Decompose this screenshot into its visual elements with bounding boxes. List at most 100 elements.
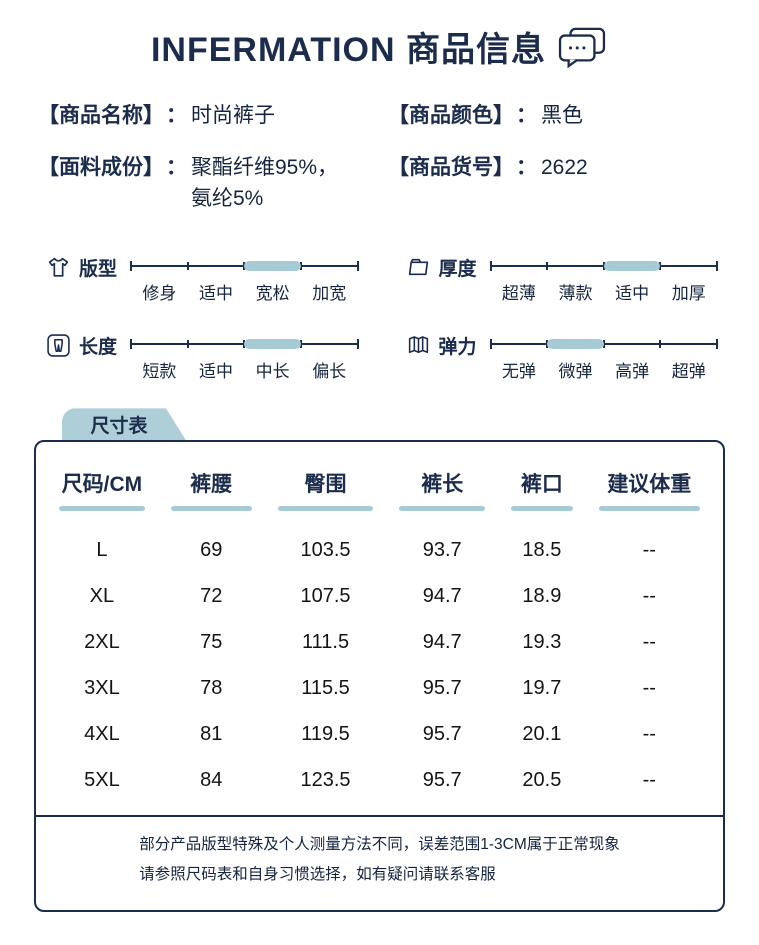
table-cell: 111.5 [301,630,350,653]
slider-option: 微弹 [558,362,593,382]
page-title: INFERMATION 商品信息 [150,31,546,69]
table-header-row: 尺码/CM 裤腰 臀围 裤长 裤口 建议体重 [36,466,723,512]
attr-value: 时尚裤子 [191,104,275,127]
table-cell: 123.5 [300,768,351,791]
table-cell: L [96,538,108,561]
tick [489,339,492,350]
table-cell: 19.3 [522,630,562,653]
table-row: 2XL 75 111.5 94.7 19.3 -- [36,619,723,665]
attribute-item-number: 【商品货号】 ： 2622 [388,153,759,214]
tick [602,340,605,349]
table-cell: -- [642,630,656,653]
slider-track [130,339,359,350]
size-table: 尺码/CM 裤腰 臀围 裤长 裤口 建议体重 L 69 103.5 93.7 18.5 -… [34,440,725,913]
table-cell: 5XL [84,768,120,791]
tick [186,262,189,271]
tshirt-icon [46,255,71,280]
attribute-color: 【商品颜色】 ： 黑色 [388,101,759,131]
tick [130,339,133,350]
tick [716,261,718,272]
attr-label: 【商品名称】 [38,104,164,127]
table-cell: -- [642,676,656,699]
table-cell: 94.7 [422,584,462,607]
slider-options: 短款 适中 中长 偏长 [131,357,357,382]
table-cell: 19.7 [522,676,562,699]
size-note: 部分产品版型特殊及个人测量方法不同，误差范围1-3CM属于正常现象 请参照尺码表… [36,817,723,889]
slider-option: 无弹 [501,362,536,382]
note-divider [36,815,723,818]
table-row: XL 72 107.5 94.7 18.9 -- [36,573,723,619]
pants-icon [46,333,71,358]
slider-length: 长度 短款 适中 中长 偏长 [46,332,359,382]
slider-thickness: 厚度 超薄 薄款 适中 加厚 [406,254,718,304]
table-cell: -- [642,584,656,607]
slider-options: 修身 适中 宽松 加宽 [131,279,357,304]
slider-body: 修身 适中 宽松 加宽 [130,254,359,304]
slider-options: 无弹 微弹 高弹 超弹 [491,357,717,382]
slider-track [489,261,718,272]
attribute-name: 【商品名称】 ： 时尚裤子 [38,101,388,131]
table-cell: 95.7 [422,676,462,699]
attr-value: 黑色 [541,104,583,127]
tick [186,340,189,349]
slider-option: 加厚 [671,284,706,304]
attributes-grid: 【商品名称】 ： 时尚裤子 【商品颜色】 ： 黑色 【面料成份】 ： 聚酯纤维9… [38,101,759,214]
table-header-cell: 尺码/CM [46,466,158,512]
slider-options: 超薄 薄款 适中 加厚 [491,279,717,304]
slider-stretch: 弹力 无弹 微弹 高弹 超弹 [406,332,718,382]
table-row: L 69 103.5 93.7 18.5 -- [36,527,723,573]
accordion-icon [406,333,431,358]
slider-label: 版型 [79,258,118,280]
slider-body: 无弹 微弹 高弹 超弹 [489,332,718,382]
slider-option: 适中 [615,284,650,304]
slider-highlight [244,339,301,350]
table-row: 5XL 84 123.5 95.7 20.5 -- [36,757,723,803]
feature-sliders: 版型 修身 适中 宽松 加宽 [46,254,718,382]
attr-colon: ： [516,156,537,180]
slider-label: 长度 [79,336,118,358]
tick [356,261,359,272]
slider-option: 适中 [198,284,233,304]
slider-body: 短款 适中 中长 偏长 [130,332,359,382]
table-cell: 20.1 [522,722,562,745]
table-cell: 18.9 [522,584,562,607]
table-cell: 115.5 [301,676,350,699]
slider-option: 超弹 [671,362,706,382]
slider-option: 修身 [142,284,177,304]
slider-option: 偏长 [312,362,347,382]
slider-track [130,261,359,272]
table-cell: 107.5 [300,584,351,607]
chat-bubbles-icon [556,26,608,68]
slider-option: 适中 [198,362,233,382]
size-table-rows: L 69 103.5 93.7 18.5 -- XL 72 107.5 94.7 18.9 -- 2XL… [36,527,723,803]
table-header-cell: 建议体重 [586,466,713,512]
table-cell: -- [642,538,656,561]
size-note-line2: 请参照尺码表和自身习惯选择，如有疑问请联系客服 [139,865,496,883]
table-cell: 2XL [84,630,120,653]
folder-icon [406,255,431,280]
table-cell: 95.7 [422,722,462,745]
tick [546,262,549,271]
table-cell: 95.7 [422,768,462,791]
table-cell: 75 [200,630,223,653]
table-cell: 81 [200,722,223,745]
slider-option: 薄款 [558,284,593,304]
table-cell: 84 [200,768,223,791]
table-cell: 18.5 [522,538,562,561]
table-row: 3XL 78 115.5 95.7 19.7 -- [36,665,723,711]
table-cell: 103.5 [300,538,351,561]
slider-head: 弹力 [406,332,477,358]
slider-highlight [547,339,604,350]
tick [659,340,662,349]
slider-option: 短款 [142,362,177,382]
table-cell: -- [642,768,656,791]
attr-label: 【商品货号】 [388,156,514,180]
size-note-line1: 部分产品版型特殊及个人测量方法不同，误差范围1-3CM属于正常现象 [139,836,620,854]
slider-label: 弹力 [438,336,477,358]
attr-colon: ： [516,104,537,127]
slider-head: 厚度 [406,254,477,280]
table-cell: 4XL [84,722,120,745]
tick [356,339,359,350]
slider-body: 超薄 薄款 适中 加厚 [489,254,718,304]
